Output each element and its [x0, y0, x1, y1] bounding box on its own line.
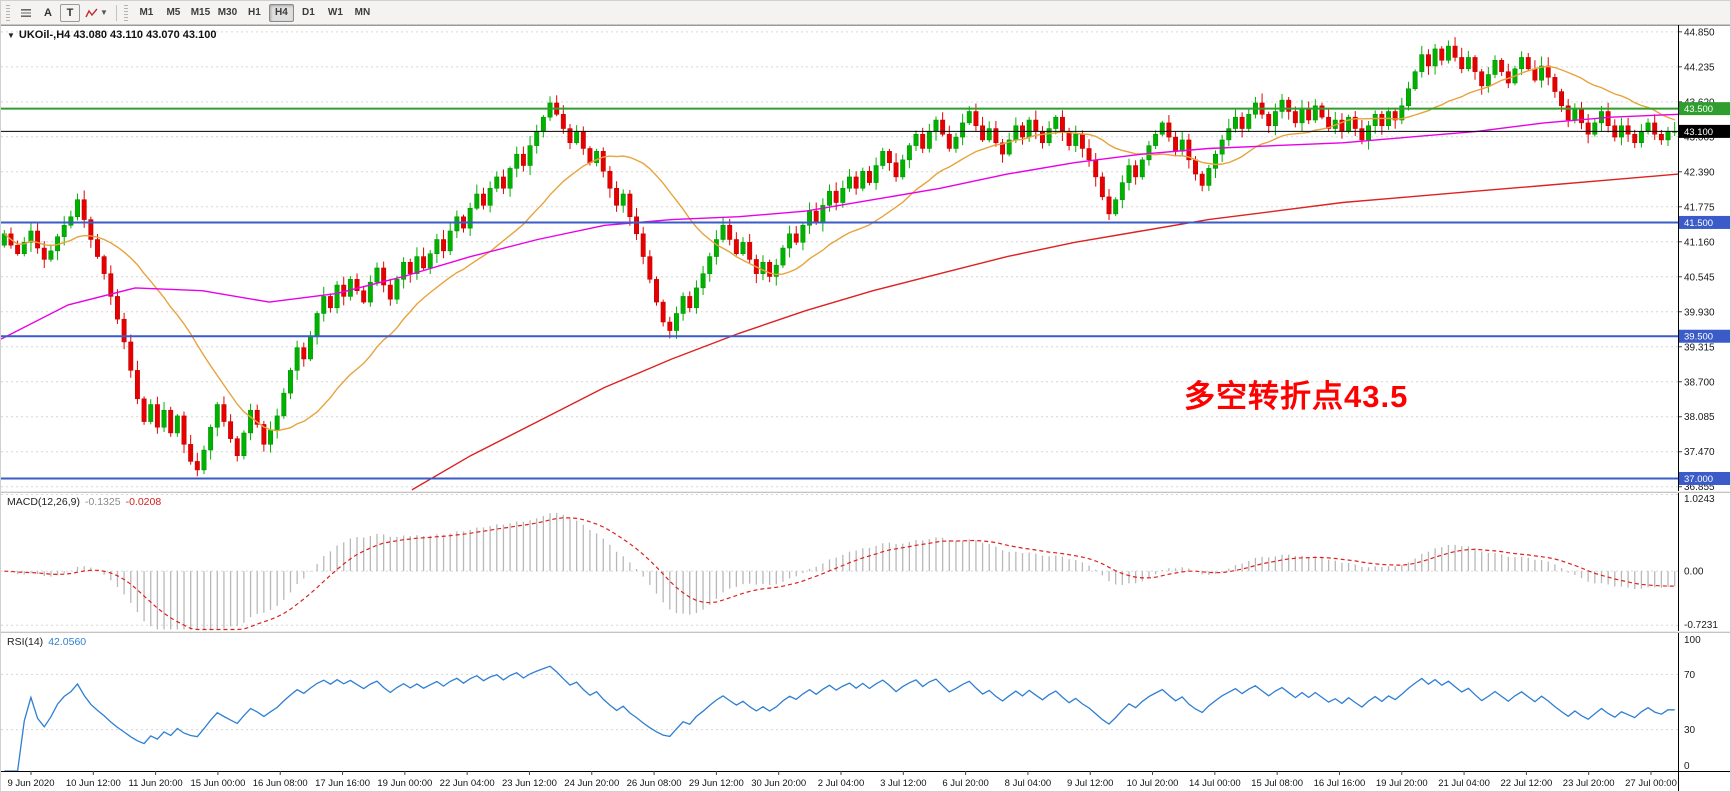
price-tag-39.500: [1679, 329, 1730, 343]
chart-list-button[interactable]: [16, 4, 36, 22]
svg-text:9 Jul 12:00: 9 Jul 12:00: [1067, 778, 1113, 789]
price-tag-37.000: [1679, 471, 1730, 485]
rsi-pane[interactable]: 100 70 30 0 RSI(14) 42.0560: [1, 633, 1730, 771]
main-chart-pane[interactable]: 44.85044.23543.62043.00542.39041.77541.1…: [1, 25, 1730, 491]
timeframe-button-d1[interactable]: D1: [302, 7, 315, 18]
text-box-tool-button[interactable]: T: [60, 3, 80, 22]
svg-text:2 Jul 04:00: 2 Jul 04:00: [818, 778, 864, 789]
svg-text:23 Jul 20:00: 23 Jul 20:00: [1563, 778, 1615, 789]
svg-text:10 Jul 20:00: 10 Jul 20:00: [1127, 778, 1179, 789]
svg-text:24 Jun 20:00: 24 Jun 20:00: [564, 778, 619, 789]
ma-mid-line: [1, 113, 1679, 340]
timeframe-button-m1[interactable]: M1: [139, 7, 154, 18]
candles-layer: [1, 37, 1678, 477]
svg-text:39.500: 39.500: [1684, 332, 1713, 343]
timeframe-button-m30[interactable]: M30: [217, 7, 238, 18]
svg-text:14 Jul 00:00: 14 Jul 00:00: [1189, 778, 1241, 789]
svg-text:8 Jul 04:00: 8 Jul 04:00: [1005, 778, 1051, 789]
svg-text:0.00: 0.00: [1684, 567, 1704, 578]
svg-text:100: 100: [1684, 635, 1701, 646]
timeframe-button-w1[interactable]: W1: [327, 7, 343, 18]
svg-text:42.390: 42.390: [1684, 167, 1715, 178]
timeframe-drag-handle[interactable]: [123, 4, 128, 21]
macd-signal-line: [4, 517, 1675, 631]
svg-text:70: 70: [1684, 670, 1696, 681]
svg-text:39.315: 39.315: [1684, 342, 1715, 353]
timeframe-button-m5[interactable]: M5: [166, 7, 181, 18]
svg-text:23 Jun 12:00: 23 Jun 12:00: [502, 778, 557, 789]
timeframe-button-m15[interactable]: M15: [190, 7, 211, 18]
timeframe-button-h1[interactable]: H1: [248, 7, 261, 18]
timeframe-button-h4[interactable]: H4: [268, 3, 294, 22]
macd-pane[interactable]: 1.0243 0.00 -0.7231 MACD(12,26,9) -0.1325 -0…: [1, 493, 1730, 631]
price-tag-43.100: [1679, 124, 1730, 138]
svg-text:44.235: 44.235: [1684, 62, 1715, 73]
rsi-line: [4, 665, 1675, 771]
rsi-svg[interactable]: 100 70 30 0: [1, 633, 1731, 771]
svg-text:0: 0: [1684, 761, 1690, 771]
svg-text:29 Jun 12:00: 29 Jun 12:00: [689, 778, 744, 789]
svg-text:27 Jul 00:00: 27 Jul 00:00: [1625, 778, 1677, 789]
svg-text:19 Jun 00:00: 19 Jun 00:00: [377, 778, 432, 789]
svg-text:16 Jul 16:00: 16 Jul 16:00: [1314, 778, 1366, 789]
svg-text:30: 30: [1684, 725, 1696, 736]
ma-fast-line: [3, 65, 1675, 432]
svg-text:1.0243: 1.0243: [1684, 494, 1715, 505]
svg-text:43.500: 43.500: [1684, 104, 1713, 115]
zigzag-icon: [85, 7, 98, 19]
svg-text:3 Jul 12:00: 3 Jul 12:00: [880, 778, 926, 789]
svg-text:22 Jun 04:00: 22 Jun 04:00: [440, 778, 495, 789]
svg-text:36.855: 36.855: [1684, 482, 1715, 491]
svg-text:15 Jun 00:00: 15 Jun 00:00: [190, 778, 245, 789]
svg-text:43.100: 43.100: [1684, 127, 1713, 138]
toolbar-separator: [115, 4, 117, 21]
svg-text:41.500: 41.500: [1684, 218, 1713, 229]
svg-text:11 Jun 20:00: 11 Jun 20:00: [128, 778, 182, 789]
polyline-tool-button[interactable]: ▼: [82, 4, 111, 22]
menu-icon: [20, 7, 32, 19]
chevron-down-icon: ▼: [100, 8, 108, 17]
svg-text:9 Jun 2020: 9 Jun 2020: [7, 778, 54, 789]
macd-svg[interactable]: 1.0243 0.00 -0.7231: [1, 493, 1731, 631]
svg-text:17 Jun 16:00: 17 Jun 16:00: [315, 778, 370, 789]
toolbar: A T ▼ M1 M5 M15 M30 H1 H4 D1 W1 MN: [1, 1, 1730, 25]
letter-t-icon: T: [66, 6, 74, 19]
svg-text:15 Jul 08:00: 15 Jul 08:00: [1251, 778, 1303, 789]
svg-text:19 Jul 20:00: 19 Jul 20:00: [1376, 778, 1428, 789]
timeframe-group: M1 M5 M15 M30 H1 H4 D1 W1 MN: [133, 3, 376, 22]
letter-a-icon: A: [44, 6, 52, 19]
svg-text:44.850: 44.850: [1684, 27, 1715, 38]
svg-text:41.160: 41.160: [1684, 237, 1715, 248]
main-chart-svg[interactable]: 44.85044.23543.62043.00542.39041.77541.1…: [1, 25, 1731, 491]
ma-slow-line: [411, 173, 1679, 491]
svg-text:16 Jun 08:00: 16 Jun 08:00: [253, 778, 308, 789]
svg-text:22 Jul 12:00: 22 Jul 12:00: [1501, 778, 1553, 789]
pane-divider-macd[interactable]: [1, 491, 1730, 493]
text-label-tool-button[interactable]: A: [38, 4, 58, 22]
svg-text:40.545: 40.545: [1684, 272, 1715, 283]
time-axis-svg[interactable]: 9 Jun 2020 10 Jun 12:00 11 Jun 20:00 15 Jun…: [1, 771, 1731, 792]
svg-text:38.700: 38.700: [1684, 377, 1715, 388]
pane-divider-rsi[interactable]: [1, 631, 1730, 633]
svg-text:37.470: 37.470: [1684, 447, 1715, 458]
svg-text:26 Jun 08:00: 26 Jun 08:00: [627, 778, 682, 789]
svg-text:6 Jul 20:00: 6 Jul 20:00: [942, 778, 988, 789]
svg-text:30 Jun 20:00: 30 Jun 20:00: [751, 778, 806, 789]
price-tag-43.500: [1679, 102, 1730, 116]
time-axis[interactable]: 9 Jun 2020 10 Jun 12:00 11 Jun 20:00 15 Jun…: [1, 771, 1731, 792]
macd-histogram: [10, 512, 1676, 630]
svg-text:-0.7231: -0.7231: [1684, 620, 1718, 631]
price-tag-41.500: [1679, 215, 1730, 229]
timeframe-button-mn[interactable]: MN: [354, 7, 371, 18]
svg-text:38.085: 38.085: [1684, 412, 1715, 423]
toolbar-drag-handle[interactable]: [6, 4, 10, 21]
svg-text:10 Jun 12:00: 10 Jun 12:00: [66, 778, 121, 789]
svg-text:39.930: 39.930: [1684, 307, 1715, 318]
svg-text:41.775: 41.775: [1684, 202, 1715, 213]
svg-text:37.000: 37.000: [1684, 474, 1713, 485]
svg-text:21 Jul 04:00: 21 Jul 04:00: [1438, 778, 1490, 789]
